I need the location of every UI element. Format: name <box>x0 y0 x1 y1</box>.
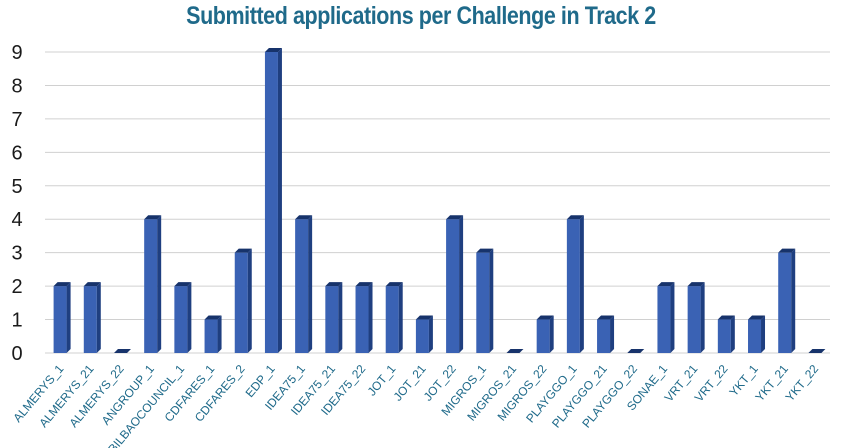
bar <box>808 349 826 353</box>
bar <box>83 282 101 353</box>
bar <box>717 315 735 353</box>
bar <box>657 282 675 353</box>
bar <box>355 282 373 353</box>
bar <box>506 349 524 353</box>
bar <box>687 282 705 353</box>
bar <box>144 215 162 353</box>
x-axis: ALMERYS_1ALMERYS_21ALMERYS_22ANGROUP_1BI… <box>10 362 821 448</box>
bar <box>597 315 615 353</box>
bar <box>264 48 282 353</box>
bar <box>415 315 433 353</box>
bar <box>566 215 584 353</box>
x-tick-label: YKT_22 <box>783 362 822 404</box>
y-tick-label: 2 <box>11 276 22 298</box>
bar <box>234 248 252 353</box>
bar <box>53 282 71 353</box>
bar <box>476 248 494 353</box>
y-tick-label: 6 <box>11 142 22 164</box>
y-tick-label: 3 <box>11 243 22 265</box>
bar <box>174 282 192 353</box>
bar <box>536 315 554 353</box>
bar <box>113 349 131 353</box>
y-tick-label: 0 <box>11 343 22 365</box>
y-tick-label: 1 <box>11 310 22 332</box>
bar <box>627 349 645 353</box>
bar <box>204 315 222 353</box>
y-axis: 0 1 2 3 4 5 6 7 8 9 <box>11 42 22 365</box>
y-tick-label: 4 <box>11 209 22 231</box>
y-tick-label: 7 <box>11 109 22 131</box>
bar <box>385 282 403 353</box>
y-tick-label: 9 <box>11 42 22 64</box>
y-tick-label: 5 <box>11 176 22 198</box>
y-tick-label: 8 <box>11 75 22 97</box>
bar <box>295 215 313 353</box>
chart-title: Submitted applications per Challenge in … <box>186 2 656 30</box>
bar <box>446 215 464 353</box>
bar <box>778 248 796 353</box>
gridlines <box>45 51 830 354</box>
x-tick-label: VRT_22 <box>692 362 731 405</box>
bar <box>325 282 343 353</box>
bar <box>748 315 766 353</box>
bars <box>53 48 826 353</box>
